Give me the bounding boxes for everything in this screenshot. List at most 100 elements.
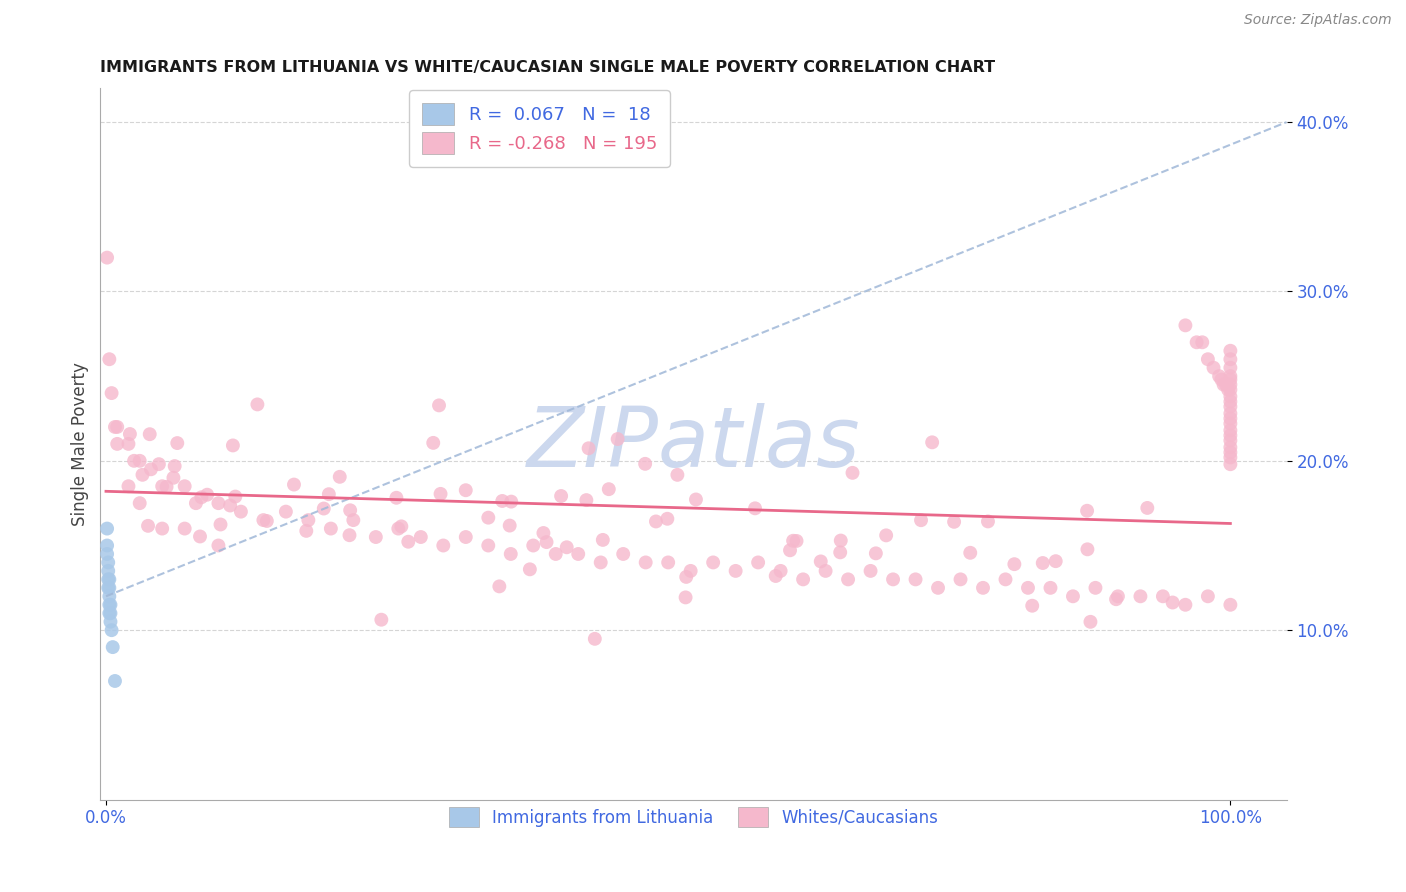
Point bbox=[1219, 417, 1241, 431]
Y-axis label: Single Male Poverty: Single Male Poverty bbox=[72, 362, 89, 525]
Point bbox=[1045, 554, 1067, 568]
Point bbox=[612, 547, 634, 561]
Point bbox=[782, 533, 804, 548]
Point bbox=[488, 579, 510, 593]
Point bbox=[841, 466, 863, 480]
Point bbox=[522, 539, 544, 553]
Point bbox=[105, 437, 128, 451]
Point bbox=[136, 519, 159, 533]
Point bbox=[256, 514, 278, 528]
Point bbox=[117, 437, 139, 451]
Point bbox=[454, 530, 477, 544]
Point bbox=[1076, 504, 1098, 518]
Point bbox=[105, 420, 128, 434]
Point bbox=[1039, 581, 1062, 595]
Point bbox=[1219, 369, 1241, 384]
Point bbox=[163, 459, 186, 474]
Point bbox=[702, 556, 724, 570]
Point bbox=[675, 570, 697, 584]
Point bbox=[606, 432, 628, 446]
Point bbox=[792, 573, 814, 587]
Point bbox=[1062, 590, 1084, 604]
Point bbox=[977, 515, 1000, 529]
Point bbox=[544, 547, 567, 561]
Point bbox=[1219, 445, 1241, 459]
Point bbox=[921, 435, 943, 450]
Point bbox=[1219, 394, 1241, 409]
Point bbox=[97, 564, 120, 578]
Point bbox=[949, 573, 972, 587]
Point bbox=[283, 477, 305, 491]
Point bbox=[101, 640, 124, 654]
Point bbox=[1152, 590, 1174, 604]
Point bbox=[1219, 457, 1241, 471]
Point bbox=[339, 503, 361, 517]
Point bbox=[118, 427, 141, 442]
Point bbox=[1216, 383, 1239, 397]
Point bbox=[312, 501, 335, 516]
Point bbox=[295, 524, 318, 538]
Point bbox=[98, 598, 121, 612]
Point bbox=[138, 427, 160, 442]
Point bbox=[297, 513, 319, 527]
Point bbox=[207, 539, 229, 553]
Point bbox=[1219, 440, 1241, 454]
Point bbox=[1219, 343, 1241, 358]
Point bbox=[209, 517, 232, 532]
Point bbox=[96, 539, 118, 553]
Point bbox=[98, 573, 121, 587]
Point bbox=[385, 491, 408, 505]
Point bbox=[555, 541, 578, 555]
Point bbox=[128, 454, 150, 468]
Point bbox=[1191, 335, 1213, 350]
Point bbox=[814, 564, 837, 578]
Point bbox=[1197, 590, 1219, 604]
Point bbox=[1080, 615, 1102, 629]
Point bbox=[1211, 372, 1233, 386]
Point bbox=[173, 522, 195, 536]
Point bbox=[128, 496, 150, 510]
Point bbox=[550, 489, 572, 503]
Point bbox=[342, 513, 364, 527]
Point bbox=[865, 546, 887, 560]
Point bbox=[810, 554, 832, 568]
Point bbox=[533, 526, 555, 541]
Point bbox=[1161, 595, 1184, 609]
Point bbox=[575, 493, 598, 508]
Point bbox=[786, 533, 808, 548]
Point bbox=[1174, 318, 1197, 333]
Point bbox=[477, 539, 499, 553]
Point bbox=[1084, 581, 1107, 595]
Point bbox=[499, 547, 522, 561]
Point bbox=[100, 606, 122, 620]
Point bbox=[97, 556, 120, 570]
Point bbox=[747, 556, 769, 570]
Point bbox=[598, 482, 620, 496]
Point bbox=[589, 556, 612, 570]
Point bbox=[98, 581, 121, 595]
Point bbox=[779, 543, 801, 558]
Point bbox=[104, 673, 127, 688]
Point bbox=[387, 522, 409, 536]
Point bbox=[1032, 556, 1054, 570]
Point bbox=[429, 487, 451, 501]
Point bbox=[246, 397, 269, 411]
Point bbox=[117, 479, 139, 493]
Point bbox=[1208, 369, 1230, 384]
Point bbox=[1219, 411, 1241, 425]
Point bbox=[339, 528, 361, 542]
Point bbox=[100, 623, 122, 637]
Point bbox=[837, 573, 859, 587]
Point bbox=[131, 467, 153, 482]
Point bbox=[1215, 377, 1237, 392]
Point bbox=[184, 496, 207, 510]
Point bbox=[1202, 360, 1225, 375]
Point bbox=[724, 564, 747, 578]
Point bbox=[173, 479, 195, 493]
Text: Source: ZipAtlas.com: Source: ZipAtlas.com bbox=[1244, 13, 1392, 28]
Point bbox=[583, 632, 606, 646]
Point bbox=[96, 547, 118, 561]
Legend: Immigrants from Lithuania, Whites/Caucasians: Immigrants from Lithuania, Whites/Caucas… bbox=[441, 800, 945, 834]
Point bbox=[104, 420, 127, 434]
Point bbox=[329, 470, 352, 484]
